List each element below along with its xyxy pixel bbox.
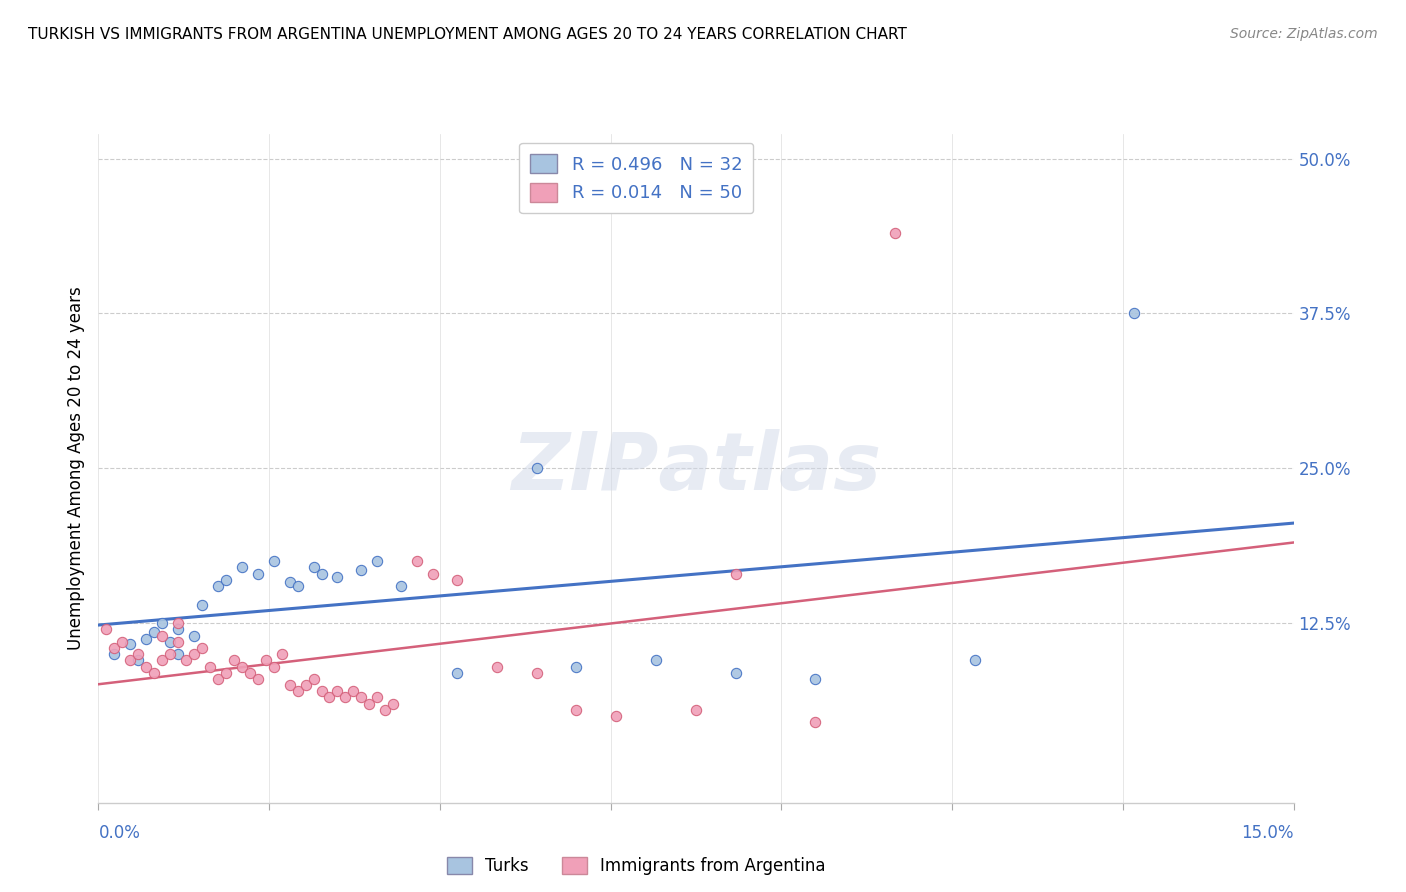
Y-axis label: Unemployment Among Ages 20 to 24 years: Unemployment Among Ages 20 to 24 years — [66, 286, 84, 650]
Point — [302, 560, 325, 574]
Point — [485, 659, 508, 673]
Point — [191, 640, 214, 655]
Point — [183, 629, 205, 643]
Point — [389, 579, 412, 593]
Point — [724, 566, 747, 581]
Point — [446, 573, 468, 587]
Point — [231, 560, 253, 574]
Point — [318, 690, 340, 705]
Legend: Turks, Immigrants from Argentina: Turks, Immigrants from Argentina — [440, 850, 832, 881]
Point — [311, 566, 333, 581]
Point — [159, 634, 181, 648]
Point — [150, 616, 173, 631]
Point — [526, 461, 548, 475]
Text: Source: ZipAtlas.com: Source: ZipAtlas.com — [1230, 27, 1378, 41]
Point — [198, 659, 221, 673]
Text: 15.0%: 15.0% — [1241, 824, 1294, 842]
Point — [167, 634, 190, 648]
Point — [605, 709, 627, 723]
Point — [366, 554, 388, 568]
Point — [359, 697, 381, 711]
Point — [366, 690, 388, 705]
Point — [382, 697, 405, 711]
Point — [159, 647, 181, 661]
Point — [207, 579, 229, 593]
Point — [183, 647, 205, 661]
Point — [342, 684, 364, 698]
Point — [215, 665, 238, 680]
Point — [127, 647, 149, 661]
Point — [287, 579, 309, 593]
Point — [191, 598, 214, 612]
Text: 0.0%: 0.0% — [98, 824, 141, 842]
Point — [326, 570, 349, 584]
Point — [103, 647, 125, 661]
Point — [120, 637, 142, 651]
Point — [167, 616, 190, 631]
Point — [270, 647, 292, 661]
Point — [278, 678, 301, 692]
Point — [96, 623, 118, 637]
Point — [111, 634, 134, 648]
Point — [526, 665, 548, 680]
Point — [263, 659, 285, 673]
Point — [1123, 306, 1146, 320]
Point — [565, 703, 588, 717]
Point — [645, 653, 668, 667]
Point — [215, 573, 238, 587]
Point — [207, 672, 229, 686]
Point — [246, 566, 269, 581]
Point — [278, 575, 301, 590]
Point — [263, 554, 285, 568]
Point — [565, 659, 588, 673]
Point — [222, 653, 245, 667]
Point — [804, 715, 827, 730]
Point — [446, 665, 468, 680]
Point — [239, 665, 262, 680]
Point — [350, 563, 373, 577]
Point — [254, 653, 277, 667]
Point — [120, 653, 142, 667]
Point — [167, 647, 190, 661]
Point — [150, 629, 173, 643]
Point — [724, 665, 747, 680]
Point — [231, 659, 253, 673]
Text: TURKISH VS IMMIGRANTS FROM ARGENTINA UNEMPLOYMENT AMONG AGES 20 TO 24 YEARS CORR: TURKISH VS IMMIGRANTS FROM ARGENTINA UNE… — [28, 27, 907, 42]
Point — [127, 653, 149, 667]
Point — [963, 653, 986, 667]
Point — [302, 672, 325, 686]
Point — [884, 226, 907, 240]
Point — [685, 703, 707, 717]
Point — [294, 678, 316, 692]
Point — [311, 684, 333, 698]
Point — [174, 653, 197, 667]
Point — [167, 623, 190, 637]
Point — [246, 672, 269, 686]
Text: ZIP​atlas: ZIP​atlas — [510, 429, 882, 508]
Point — [422, 566, 444, 581]
Point — [150, 653, 173, 667]
Point — [143, 665, 166, 680]
Point — [350, 690, 373, 705]
Point — [374, 703, 396, 717]
Point — [135, 632, 157, 647]
Point — [143, 624, 166, 639]
Point — [103, 640, 125, 655]
Point — [326, 684, 349, 698]
Point — [406, 554, 429, 568]
Point — [335, 690, 357, 705]
Point — [287, 684, 309, 698]
Point — [804, 672, 827, 686]
Point — [135, 659, 157, 673]
